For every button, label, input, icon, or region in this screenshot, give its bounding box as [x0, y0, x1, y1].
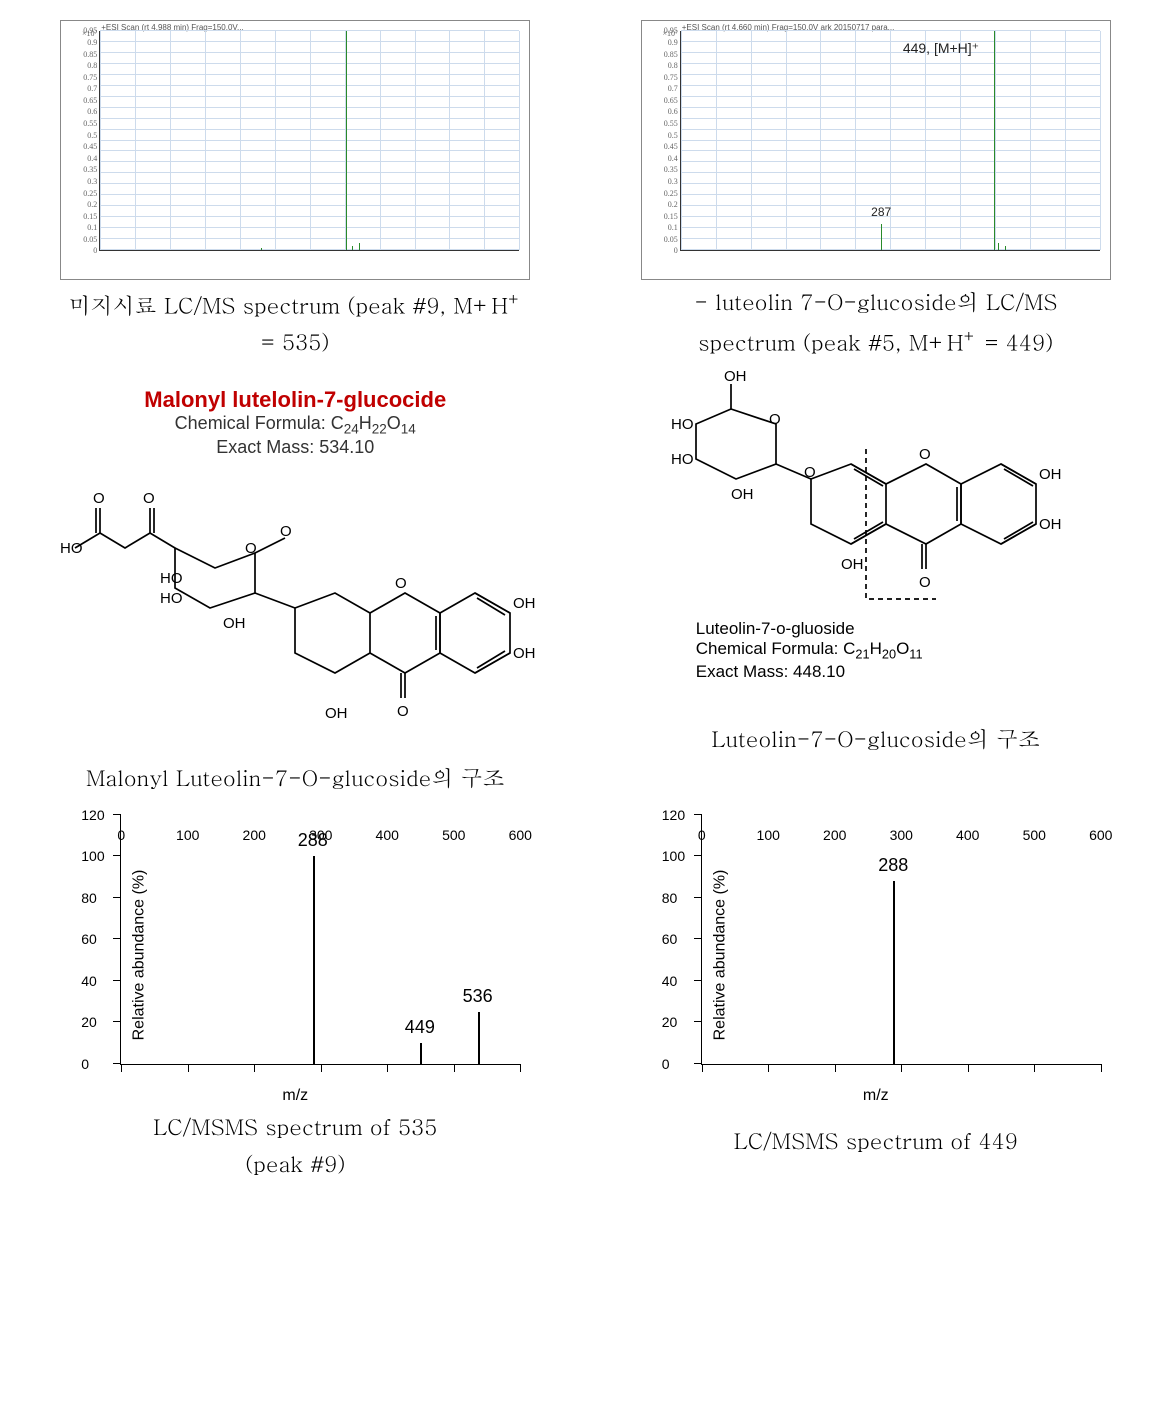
svg-text:O: O [769, 411, 781, 428]
cap-text: 미지시료 LC/MS spectrum (peak #9, M+H [69, 289, 508, 320]
svg-text:OH: OH [1039, 516, 1062, 533]
fh: 22 [372, 422, 387, 437]
mass-line-r: Exact Mass: 448.10 [696, 662, 923, 682]
svg-text:OH: OH [724, 369, 747, 385]
svg-text:OH: OH [1039, 466, 1062, 483]
svg-text:OH: OH [513, 595, 535, 612]
structure-svg: HO O O O HO HO OH OH O O OH OH O [55, 458, 535, 748]
svg-text:O: O [804, 464, 816, 481]
ms-right-caption2: spectrum (peak #5, M+H+ = 449) [698, 323, 1053, 357]
svg-text:HO: HO [671, 416, 694, 433]
ms-plot-inner [99, 31, 519, 251]
mass-line: Exact Mass: 534.10 [216, 437, 374, 458]
fp: Chemical Formula: C [696, 639, 856, 658]
svg-text:O: O [395, 575, 407, 592]
ms-spectrum-peak5: +ESI Scan (rt 4.660 min) Frag=150.0V ark… [641, 20, 1111, 280]
compound-title: Malonyl lutelolin-7-glucocide [144, 387, 446, 413]
svg-text:HO: HO [160, 570, 183, 587]
svg-text:OH: OH [325, 705, 348, 722]
cap-sup: + [508, 286, 522, 310]
fh: 20 [882, 647, 896, 662]
compound-name-r: Luteolin-7-o-gluoside [696, 619, 923, 639]
fe: O [387, 413, 401, 433]
structure-malonyl: HO O O O HO HO OH OH O O OH OH O [55, 458, 535, 748]
svg-text:O: O [143, 490, 155, 507]
msms-plot-449: 0204060801001200100200300400500600288Rel… [631, 805, 1121, 1105]
fm: H [870, 639, 882, 658]
msms-plot-535: 0204060801001200100200300400500600288449… [50, 805, 540, 1105]
svg-text:OH: OH [841, 556, 864, 573]
svg-text:O: O [919, 574, 931, 591]
structure-right-caption: Luteolin-7-O-glucoside의 구조 [711, 723, 1040, 754]
formula-line: Chemical Formula: C24H22O14 [175, 413, 416, 437]
svg-text:O: O [280, 523, 292, 540]
cap-text: spectrum (peak #5, M+H [698, 326, 963, 357]
fc: 21 [855, 647, 869, 662]
svg-text:O: O [245, 540, 257, 557]
svg-text:HO: HO [671, 451, 694, 468]
fo: 11 [909, 647, 922, 662]
fo: 14 [401, 422, 416, 437]
msms-left-caption1: LC/MSMS spectrum of 535 [153, 1111, 437, 1142]
svg-text:OH: OH [513, 645, 535, 662]
svg-text:HO: HO [60, 540, 83, 557]
msms-left-caption2: (peak #9) [245, 1148, 346, 1179]
fe: O [896, 639, 909, 658]
structure-luteolin: OH HO HO OH O O O O OH OH OH Luteolin-7-… [636, 369, 1116, 709]
formula-line-r: Chemical Formula: C21H20O11 [696, 639, 923, 661]
svg-text:OH: OH [731, 486, 754, 503]
ms-left-caption2: = 535) [261, 326, 330, 357]
page-root: +ESI Scan (rt 4.988 min) Frag=150.0V... … [20, 20, 1151, 1179]
msms-right-cell: 0204060801001200100200300400500600288Rel… [601, 805, 1152, 1179]
ms-spectrum-left-cell: +ESI Scan (rt 4.988 min) Frag=150.0V... … [20, 20, 571, 357]
svg-text:O: O [919, 446, 931, 463]
msms-left-cell: 0204060801001200100200300400500600288449… [20, 805, 571, 1179]
ms-y-ticks: ×10⁷0.950.90.850.80.750.70.650.60.550.50… [63, 31, 97, 251]
svg-text:O: O [93, 490, 105, 507]
ms-left-caption: 미지시료 LC/MS spectrum (peak #9, M+H+ [69, 286, 522, 320]
cap-text-end: = 449) [977, 326, 1053, 357]
svg-text:OH: OH [223, 615, 246, 632]
ms-spectrum-peak9: +ESI Scan (rt 4.988 min) Frag=150.0V... … [60, 20, 530, 280]
fc: 24 [344, 422, 359, 437]
svg-text:HO: HO [160, 590, 183, 607]
structure-left-caption: Malonyl Luteolin-7-O-glucoside의 구조 [86, 762, 505, 793]
msms-right-caption: LC/MSMS spectrum of 449 [734, 1125, 1018, 1156]
ms-right-caption1: - luteolin 7-O-glucoside의 LC/MS [694, 286, 1057, 317]
svg-text:O: O [397, 703, 409, 720]
structure-right-cell: OH HO HO OH O O O O OH OH OH Luteolin-7-… [601, 369, 1152, 793]
structure-left-cell: Malonyl lutelolin-7-glucocide Chemical F… [20, 369, 571, 793]
cap-sup: + [964, 323, 978, 347]
fm: H [359, 413, 372, 433]
ms-y-ticks-r: ×10⁷0.950.90.850.80.750.70.650.60.550.50… [644, 31, 678, 251]
ms-plot-inner-r: 287449, [M+H]⁺ [680, 31, 1100, 251]
ms-spectrum-right-cell: +ESI Scan (rt 4.660 min) Frag=150.0V ark… [601, 20, 1152, 357]
fp: Chemical Formula: C [175, 413, 344, 433]
